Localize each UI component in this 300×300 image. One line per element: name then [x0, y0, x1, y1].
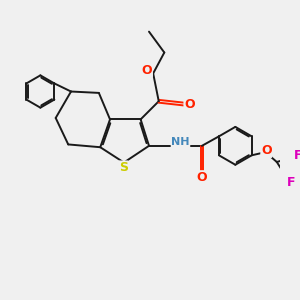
Text: S: S [119, 161, 128, 174]
Text: O: O [184, 98, 195, 110]
Text: NH: NH [171, 136, 190, 147]
Text: O: O [261, 144, 272, 157]
Text: F: F [286, 176, 295, 188]
Text: O: O [196, 171, 207, 184]
Text: O: O [142, 64, 152, 76]
Text: F: F [294, 149, 300, 162]
